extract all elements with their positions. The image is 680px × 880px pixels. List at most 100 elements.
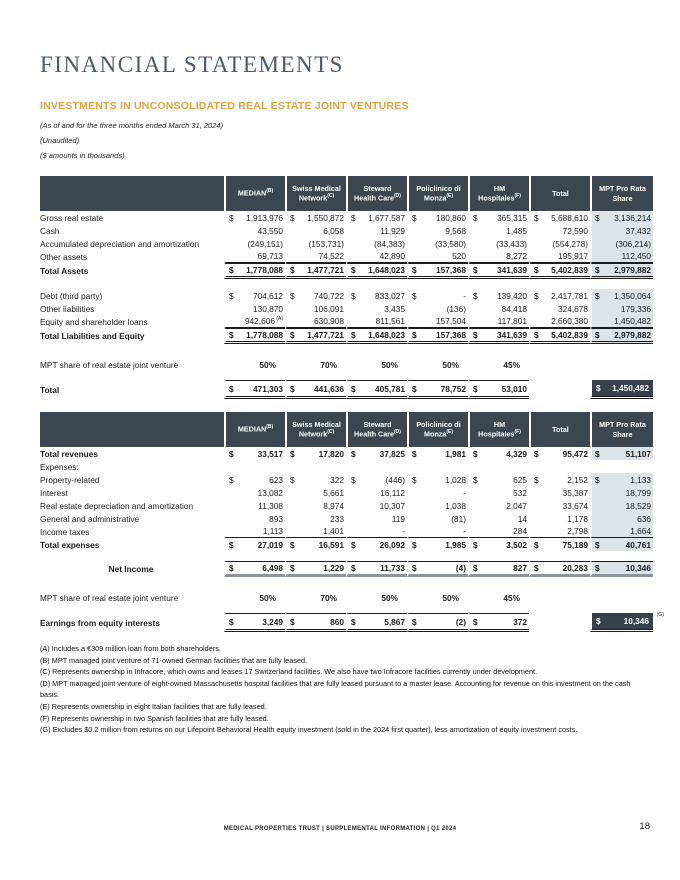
value-cell: 5,661 (285, 486, 346, 499)
header-row: MEDIAN(B) Swiss Medical Network(C) Steward H… (40, 176, 653, 211)
value-cell: $3,136,214 (590, 211, 653, 224)
value-cell: $740,722 (285, 289, 346, 302)
value-cell: $1,985 (407, 538, 468, 551)
table-row: Earnings from equity interests $3,249 $860… (40, 612, 664, 632)
table-row: Total Assets $1,778,088 $1,477,721 $1,648,0… (40, 263, 653, 279)
column-header: MPT Pro Rata Share (590, 176, 653, 211)
column-header: HM Hospitales(F) (468, 176, 529, 211)
value-cell: - (407, 525, 468, 538)
row-label: Cash (40, 225, 60, 236)
footnotes: (A) Includes a €309 million loan from bo… (40, 643, 642, 736)
value-cell: 11,929 (346, 224, 407, 237)
value-cell: 520 (407, 250, 468, 263)
value-cell: $3,249 (224, 613, 285, 632)
value-cell: $27,019 (224, 538, 285, 551)
value-cell: $157,368 (407, 263, 468, 279)
value-cell: $833,027 (346, 289, 407, 302)
value-cell: $11,733 (346, 561, 407, 577)
value-cell: $2,979,882 (590, 328, 653, 344)
value-cell: 284 (468, 525, 529, 538)
value-cell: (249,151) (224, 237, 285, 250)
value-cell: $ (2) (407, 613, 468, 632)
value-cell (529, 358, 590, 371)
value-cell: 37,432 (590, 224, 653, 237)
table-row: General and administrative 893 233 119 (81) 1… (40, 512, 653, 525)
value-cell: 630,908 (285, 315, 346, 328)
value-cell: 35,387 (529, 486, 590, 499)
value-cell: 324,678 (529, 302, 590, 315)
value-cell: $26,092 (346, 538, 407, 551)
value-cell: (554,278) (529, 237, 590, 250)
value-cell (529, 460, 590, 473)
balance-sheet-table: MEDIAN(B) Swiss Medical Network(C) Steward H… (40, 176, 653, 399)
table-row: Accumulated depreciation and amortizatio… (40, 237, 653, 250)
column-header: Steward Health Care(D) (346, 412, 407, 447)
table-row: Income taxes 1,113 1,401- -284 2,798 1,664 (40, 525, 653, 538)
value-cell: (81) (407, 512, 468, 525)
value-cell: $78,752 (407, 380, 468, 399)
row-label: General and administrative (40, 513, 140, 524)
value-cell: 1,450,482 (590, 315, 653, 328)
table-row: Other assets 69,713 74,522 42,890 520 8,272 19… (40, 250, 653, 263)
value-cell (590, 358, 653, 371)
spacer-row (40, 577, 653, 591)
value-cell: $53,010 (468, 380, 529, 399)
row-label: Interest (40, 487, 68, 498)
value-cell: $1,229 (285, 561, 346, 577)
value-cell: 50% (224, 358, 285, 371)
value-cell: 14 (468, 512, 529, 525)
column-header: Total (529, 176, 590, 211)
row-label: Total Assets (40, 266, 89, 276)
value-cell: 11,308 (224, 499, 285, 512)
value-cell: $5,688,610 (529, 211, 590, 224)
column-header: Total (529, 412, 590, 447)
row-label: Net Income (108, 564, 154, 574)
header-row: MEDIAN(B) Swiss Medical Network(C) Steward H… (40, 412, 653, 447)
row-label: Income taxes (40, 526, 90, 537)
value-cell (468, 460, 529, 473)
row-label: Gross real estate (40, 212, 104, 223)
value-cell: 1,178 (529, 512, 590, 525)
table-row: Cash 43,550 6,058 11,929 9,568 1,485 72,590 37,… (40, 224, 653, 237)
value-cell: $17,820 (285, 447, 346, 460)
row-label: Total revenues (40, 448, 98, 459)
value-cell: 1,485 (468, 224, 529, 237)
value-cell: 70% (285, 591, 346, 604)
value-cell: $471,303 (224, 380, 285, 399)
column-header: Policlinico di Monza(E) (407, 412, 468, 447)
value-cell: $1,133 (590, 473, 653, 486)
value-cell: 33,674 (529, 499, 590, 512)
value-cell: 1,038 (407, 499, 468, 512)
row-label: Real estate depreciation and amortizatio… (40, 500, 194, 511)
value-cell: 893 (224, 512, 285, 525)
value-cell: - (407, 486, 468, 499)
value-cell: $405,781 (346, 380, 407, 399)
value-cell: $95,472 (529, 447, 590, 460)
value-cell: 74,522 (285, 250, 346, 263)
row-label: MPT share of real estate joint venture (40, 592, 179, 603)
value-cell: 106,091 (285, 302, 346, 315)
row-label: Total (40, 384, 60, 395)
value-cell: $2,152 (529, 473, 590, 486)
value-cell: 45% (468, 358, 529, 371)
table-row: MPT share of real estate joint venture 50… (40, 591, 653, 604)
footnote: (G) Excludes $0.2 million from returns o… (40, 725, 578, 735)
column-header: Swiss Medical Network(C) (285, 176, 346, 211)
value-cell: 233 (285, 512, 346, 525)
value-cell: 10,307 (346, 499, 407, 512)
value-cell (529, 591, 590, 604)
table-row: Total $471,303 $441,636 $405,781 $78,752 $53,… (40, 380, 653, 399)
table-row: Other liabilities 130,870 106,091 3,435 (136… (40, 302, 653, 315)
table-row: Total expenses $27,019 $16,591 $26,092 $1,98… (40, 538, 653, 551)
value-cell: $20,283 (529, 561, 590, 577)
value-cell: (84,383) (346, 237, 407, 250)
spacer-row (40, 604, 653, 613)
subtitle-unaudited: (Unaudited) (40, 136, 80, 145)
value-cell: 16,112 (346, 486, 407, 499)
value-cell: $1,477,721 (285, 328, 346, 344)
row-label: Debt (third party) (40, 290, 103, 301)
row-label: MPT share of real estate joint venture (40, 359, 179, 370)
value-cell: (153,731) (285, 237, 346, 250)
value-cell: 6,058 (285, 224, 346, 237)
